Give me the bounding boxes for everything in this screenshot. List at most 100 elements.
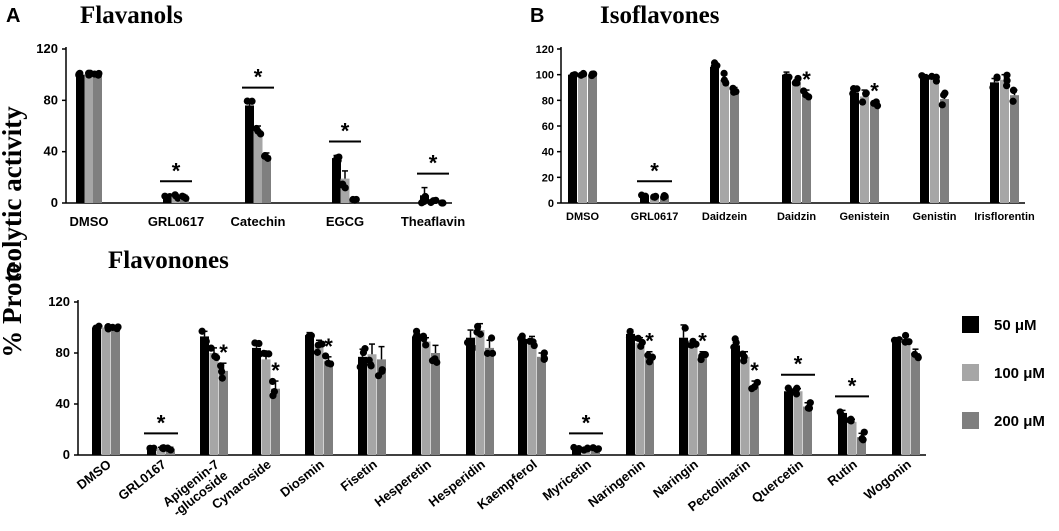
data-point (730, 343, 738, 351)
x-category-label: Quercetin (749, 457, 806, 506)
panel-a-plot: 0 40 80 120 DMSO GRL0617 Catechin EGCG Theaflavi… (36, 41, 465, 229)
bar-cynaroside-200-m (271, 388, 280, 455)
y-tick-label: 0 (548, 198, 554, 210)
data-point (333, 154, 341, 162)
y-tick-label: 120 (36, 41, 58, 56)
data-point (901, 331, 910, 340)
data-point (858, 98, 867, 106)
bar-apigenin-7-glucoside-200-m (219, 370, 228, 455)
data-point (361, 345, 369, 353)
x-category-label: DMSO (70, 214, 109, 229)
data-point (731, 335, 739, 343)
data-point (730, 88, 738, 96)
data-point (660, 193, 668, 201)
x-category-label: Daidzin (777, 211, 816, 223)
bar-daidzin-100-m (792, 83, 801, 203)
y-tick-label: 0 (51, 195, 58, 210)
x-category-label: Genistein (839, 211, 889, 223)
x-category-label: Naringenin (585, 457, 648, 511)
bar-dmso-50-m (92, 327, 101, 455)
data-point (1003, 71, 1011, 79)
data-point (540, 349, 548, 357)
significance-star: * (650, 158, 659, 183)
bar-naringin-100-m (688, 345, 698, 455)
data-point (109, 323, 117, 332)
bar-irisflorentin-50-m (990, 82, 999, 203)
bar-cynaroside-50-m (252, 347, 261, 455)
bar-group-irisflorentin (989, 71, 1019, 203)
significance-star: * (698, 329, 707, 354)
data-point (463, 338, 472, 347)
significance-star: * (341, 119, 350, 144)
data-point (428, 357, 437, 365)
data-point (638, 338, 646, 347)
bar-group-genistin (918, 72, 949, 203)
significance-star: * (429, 151, 438, 176)
bar-group-kaempferol (517, 332, 549, 455)
data-point (638, 191, 646, 199)
bar-naringin-200-m (698, 356, 707, 455)
y-axis-label: % Proteolytic activity (0, 106, 27, 358)
bar-daidzein-50-m (710, 66, 719, 203)
bar-group-rutin (836, 408, 868, 455)
bar-pectolinarin-200-m (750, 386, 759, 455)
data-point (710, 63, 718, 71)
data-point (351, 196, 359, 204)
bar-group-grl0167 (146, 444, 175, 455)
panel-a: A Flavanols (6, 2, 183, 29)
bar-wogonin-50-m (892, 340, 901, 455)
bar-naringenin-200-m (645, 358, 654, 455)
data-point (914, 354, 922, 362)
bar-wogonin-100-m (901, 340, 911, 455)
significance-star: * (172, 158, 181, 183)
x-category-label: Hesperetin (372, 457, 434, 510)
data-point (792, 385, 800, 393)
bar-kaempferol-100-m (527, 340, 537, 455)
data-point (588, 71, 596, 80)
data-point (785, 73, 793, 81)
data-point (211, 352, 219, 360)
bar-apigenin-7-glucoside-50-m (200, 336, 209, 455)
data-point (862, 90, 870, 98)
x-category-label: GRL0617 (631, 211, 679, 223)
data-point (804, 404, 812, 412)
data-point (217, 362, 225, 370)
bar-genistin-200-m (940, 99, 949, 203)
data-point (422, 341, 430, 349)
data-point (252, 124, 260, 133)
panel-c-letter: C (6, 261, 20, 283)
bar-diosmin-100-m (314, 345, 324, 455)
data-point (356, 363, 364, 371)
bar-daidzin-200-m (802, 95, 811, 203)
legend-swatch-100 (962, 364, 979, 381)
panel-a-letter: A (6, 5, 20, 27)
data-point (739, 350, 747, 358)
x-category-label: Naringin (650, 457, 701, 501)
bar-group-dmso (75, 69, 103, 204)
significance-star: * (582, 410, 591, 435)
data-point (439, 199, 447, 207)
bar-genistein-200-m (870, 104, 879, 203)
y-tick-label: 120 (536, 44, 554, 56)
bar-group-hesperidin (463, 322, 497, 455)
data-point (245, 106, 253, 114)
bar-pectolinarin-100-m (740, 356, 750, 455)
y-tick-label: 40 (44, 144, 58, 159)
bar-daidzein-200-m (730, 91, 739, 203)
significance-star: * (271, 358, 280, 383)
bar-cynaroside-100-m (261, 359, 271, 455)
data-point (75, 70, 83, 78)
significance-star: * (794, 352, 803, 377)
bar-group-catechin (243, 97, 272, 203)
data-point (692, 340, 700, 348)
data-point (850, 85, 858, 93)
bar-dmso-100-m (101, 327, 111, 455)
bar-group-daidzin (782, 71, 813, 204)
data-point (940, 91, 948, 99)
data-point (427, 198, 435, 207)
y-tick-label: 100 (536, 70, 554, 82)
data-point (95, 322, 103, 330)
data-point (922, 74, 930, 82)
